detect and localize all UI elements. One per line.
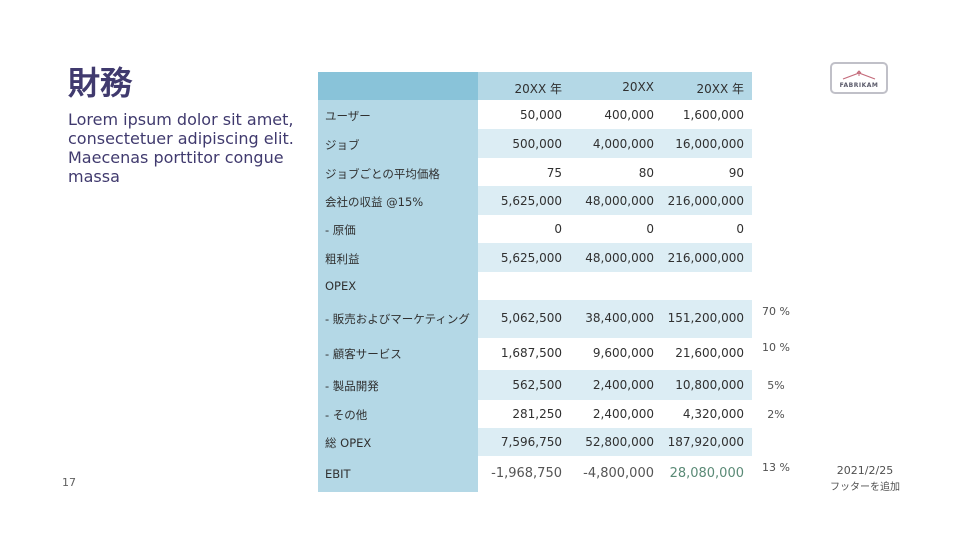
slide-footer: フッターを追加 xyxy=(830,482,900,493)
table-cell: 2,400,000 xyxy=(592,407,654,421)
slide-date: 2021/2/25 xyxy=(836,464,894,477)
table-cell: 9,600,000 xyxy=(592,346,654,360)
table-cell: 5,062,500 xyxy=(500,311,562,325)
table-cell: 4,000,000 xyxy=(592,137,654,151)
row-label: OPEX xyxy=(325,279,357,293)
table-header-col-3: 20XX 年 xyxy=(696,82,744,96)
table-cell: 16,000,000 xyxy=(675,137,744,151)
table-header-row xyxy=(478,72,752,100)
table-header-corner xyxy=(318,72,478,100)
row-label: 粗利益 xyxy=(325,252,360,266)
row-label: - 原価 xyxy=(325,223,356,237)
table-cell: 2,400,000 xyxy=(592,378,654,392)
table-cell-negative: -1,968,750 xyxy=(491,466,562,481)
table-cell: 21,600,000 xyxy=(675,346,744,360)
table-stripe xyxy=(478,243,752,272)
row-label: ユーザー xyxy=(325,109,371,123)
table-cell: 151,200,000 xyxy=(667,311,744,325)
table-cell: 5,625,000 xyxy=(500,194,562,208)
table-cell: 1,687,500 xyxy=(500,346,562,360)
table-cell: 216,000,000 xyxy=(667,194,744,208)
row-label: 総 OPEX xyxy=(325,436,372,450)
row-label: - その他 xyxy=(325,408,368,422)
table-cell: 90 xyxy=(728,166,744,180)
table-stripe xyxy=(478,129,752,158)
percent-label: 70 % xyxy=(762,305,790,318)
table-stripe xyxy=(478,428,752,456)
row-label: 会社の収益 @15% xyxy=(325,195,424,209)
table-cell: 1,600,000 xyxy=(682,108,744,122)
row-label: ジョブ xyxy=(325,138,360,152)
table-header-col-2: 20XX xyxy=(622,80,654,94)
table-cell: 38,400,000 xyxy=(585,311,654,325)
row-label: - 顧客サービス xyxy=(325,347,402,361)
table-cell: 0 xyxy=(554,222,562,236)
table-cell-positive: 28,080,000 xyxy=(669,466,744,481)
table-stripe xyxy=(478,370,752,400)
page-number: 17 xyxy=(62,476,76,489)
table-header-col-1: 20XX 年 xyxy=(514,82,562,96)
table-cell: 7,596,750 xyxy=(500,435,562,449)
percent-label: 13 % xyxy=(762,461,790,474)
row-label: ジョブごとの平均価格 xyxy=(325,167,440,181)
row-label: - 製品開発 xyxy=(325,379,379,393)
percent-label: 10 % xyxy=(762,341,790,354)
table-cell: 52,800,000 xyxy=(585,435,654,449)
slide-title: 財務 xyxy=(68,64,133,102)
row-label: EBIT xyxy=(325,467,351,481)
slide-body-text: Lorem ipsum dolor sit amet, consectetuer… xyxy=(68,110,294,186)
table-cell: 216,000,000 xyxy=(667,251,744,265)
percent-label: 2% xyxy=(767,408,785,421)
table-cell: 80 xyxy=(638,166,654,180)
table-cell: 4,320,000 xyxy=(682,407,744,421)
table-cell: 0 xyxy=(646,222,654,236)
table-cell: 5,625,000 xyxy=(500,251,562,265)
table-cell: 48,000,000 xyxy=(585,251,654,265)
table-cell: 400,000 xyxy=(604,108,654,122)
table-stripe xyxy=(478,186,752,215)
table-cell-negative: -4,800,000 xyxy=(583,466,654,481)
table-label-column xyxy=(318,72,478,492)
table-cell: 10,800,000 xyxy=(675,378,744,392)
percent-label: 5% xyxy=(767,379,785,392)
table-cell: 0 xyxy=(736,222,744,236)
row-label: - 販売およびマーケティング xyxy=(325,312,470,326)
table-cell: 187,920,000 xyxy=(667,435,744,449)
table-cell: 562,500 xyxy=(512,378,562,392)
fabrikam-logo: FABRIKAM xyxy=(830,62,888,94)
table-cell: 48,000,000 xyxy=(585,194,654,208)
table-stripe xyxy=(478,300,752,338)
table-cell: 281,250 xyxy=(512,407,562,421)
logo-text: FABRIKAM xyxy=(839,82,879,89)
table-cell: 75 xyxy=(546,166,562,180)
table-cell: 500,000 xyxy=(512,137,562,151)
logo-roof-icon xyxy=(842,70,876,80)
table-cell: 50,000 xyxy=(520,108,562,122)
